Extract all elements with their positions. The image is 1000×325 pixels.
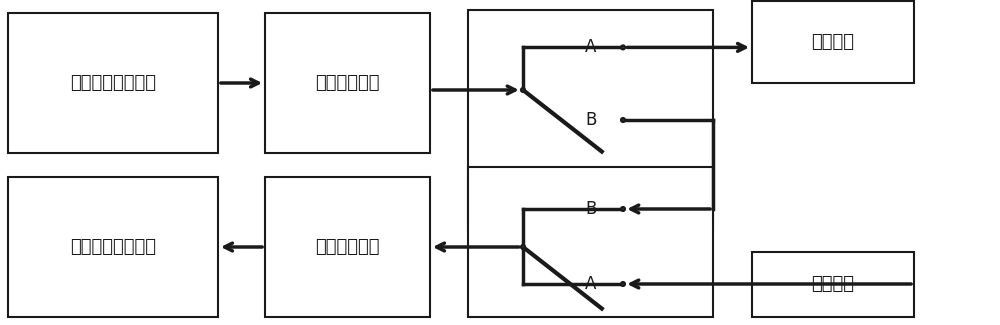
Text: 第一接头: 第一接头 <box>812 33 854 51</box>
Bar <box>468 10 713 230</box>
Bar <box>468 167 713 317</box>
Circle shape <box>522 89 524 91</box>
Text: A: A <box>585 275 597 293</box>
Text: 第二接头: 第二接头 <box>812 276 854 293</box>
Bar <box>8 13 218 153</box>
Bar <box>752 252 914 317</box>
Text: 音频信号发生电路: 音频信号发生电路 <box>70 74 156 92</box>
Circle shape <box>522 246 524 248</box>
Circle shape <box>622 46 624 49</box>
Bar <box>265 177 430 317</box>
Bar <box>8 177 218 317</box>
Text: B: B <box>585 200 597 218</box>
Bar <box>265 13 430 153</box>
Circle shape <box>622 283 624 285</box>
Bar <box>752 1 914 83</box>
Text: B: B <box>585 111 597 129</box>
Circle shape <box>622 119 624 121</box>
Text: 第一调理电路: 第一调理电路 <box>315 74 380 92</box>
Text: 第二调理电路: 第二调理电路 <box>315 238 380 256</box>
Circle shape <box>622 208 624 210</box>
Text: 音频信号分析电路: 音频信号分析电路 <box>70 238 156 256</box>
Text: A: A <box>585 38 597 57</box>
